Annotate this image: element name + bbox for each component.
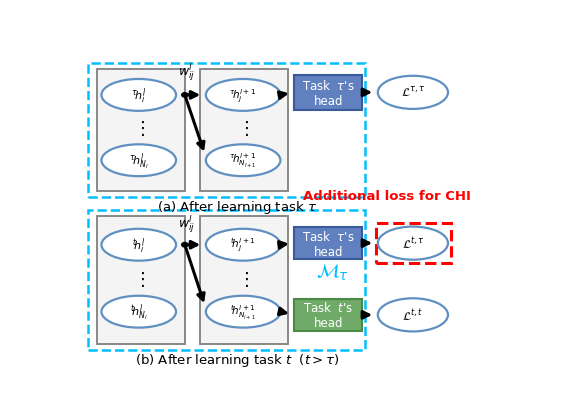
Ellipse shape xyxy=(378,76,448,110)
Text: $\vdots$: $\vdots$ xyxy=(133,119,145,138)
Bar xyxy=(294,76,362,111)
Text: $^t\!h^l_i$: $^t\!h^l_i$ xyxy=(132,235,145,255)
Bar xyxy=(97,216,185,344)
Text: Additional loss for CHI: Additional loss for CHI xyxy=(303,189,470,202)
Circle shape xyxy=(182,93,188,98)
Bar xyxy=(200,70,288,191)
Text: $\mathcal{L}^{t,t}$: $\mathcal{L}^{t,t}$ xyxy=(402,307,423,323)
Ellipse shape xyxy=(206,229,280,261)
Bar xyxy=(294,228,362,259)
Text: $\mathcal{L}^{t,\tau}$: $\mathcal{L}^{t,\tau}$ xyxy=(401,236,424,252)
Ellipse shape xyxy=(101,80,176,112)
Bar xyxy=(200,216,288,344)
Text: (b) After learning task $t$  $(t > \tau)$: (b) After learning task $t$ $(t > \tau)$ xyxy=(135,351,340,368)
Text: $\vdots$: $\vdots$ xyxy=(237,269,249,288)
Ellipse shape xyxy=(378,227,448,260)
Bar xyxy=(97,70,185,191)
Text: $w^l_{ij}$: $w^l_{ij}$ xyxy=(178,62,195,83)
Ellipse shape xyxy=(101,296,176,328)
Text: Task  $\tau$'s
head: Task $\tau$'s head xyxy=(302,229,355,258)
Ellipse shape xyxy=(101,145,176,177)
Bar xyxy=(88,64,365,197)
Text: $\vdots$: $\vdots$ xyxy=(133,269,145,288)
Text: $w^l_{ij}$: $w^l_{ij}$ xyxy=(178,213,195,234)
Ellipse shape xyxy=(101,229,176,261)
Text: $^t\!h^l_{N_l}$: $^t\!h^l_{N_l}$ xyxy=(130,301,148,322)
Bar xyxy=(294,299,362,331)
Text: $^t\!h^{l+1}_{N_{l+1}}$: $^t\!h^{l+1}_{N_{l+1}}$ xyxy=(230,303,256,321)
Ellipse shape xyxy=(378,299,448,332)
Text: $^\tau\!h^{l+1}_{N_{l+1}}$: $^\tau\!h^{l+1}_{N_{l+1}}$ xyxy=(229,152,257,170)
Text: $\mathcal{M}_{\tau}$: $\mathcal{M}_{\tau}$ xyxy=(316,262,350,282)
Ellipse shape xyxy=(206,145,280,177)
Text: $^\tau\!h^l_i$: $^\tau\!h^l_i$ xyxy=(131,86,147,105)
Text: $^\tau\!h^l_{N_l}$: $^\tau\!h^l_{N_l}$ xyxy=(129,150,148,171)
Text: $\vdots$: $\vdots$ xyxy=(237,119,249,138)
Text: Task  $\tau$'s
head: Task $\tau$'s head xyxy=(302,78,355,108)
Bar xyxy=(88,210,365,350)
Text: (a) After learning task $\tau$: (a) After learning task $\tau$ xyxy=(157,199,318,216)
Text: $^t\!h^{l+1}_j$: $^t\!h^{l+1}_j$ xyxy=(230,237,256,254)
Ellipse shape xyxy=(206,296,280,328)
Ellipse shape xyxy=(206,80,280,112)
Text: $^\tau\!h^{l+1}_j$: $^\tau\!h^{l+1}_j$ xyxy=(229,87,257,104)
Circle shape xyxy=(182,243,188,247)
Bar xyxy=(376,224,451,263)
Text: Task  $t$'s
head: Task $t$'s head xyxy=(303,301,354,330)
Text: $\mathcal{L}^{\tau,\tau}$: $\mathcal{L}^{\tau,\tau}$ xyxy=(401,86,425,100)
